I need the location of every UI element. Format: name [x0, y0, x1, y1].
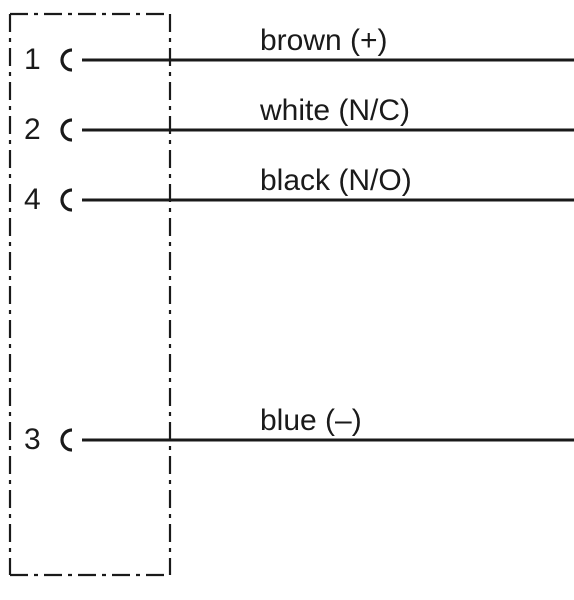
pin-number: 3	[24, 423, 41, 457]
pin-number: 4	[24, 183, 41, 217]
wire-label: blue (–)	[260, 404, 362, 438]
diagram-svg	[0, 0, 574, 600]
pin-number: 2	[24, 113, 41, 147]
wire-label: brown (+)	[260, 24, 388, 58]
pin-socket-icon	[62, 50, 72, 70]
pin-socket-icon	[62, 430, 72, 450]
pin-socket-icon	[62, 120, 72, 140]
wire-label: black (N/O)	[260, 164, 412, 198]
pin-number: 1	[24, 43, 41, 77]
wire-label: white (N/C)	[260, 94, 410, 128]
wiring-diagram: 1 brown (+) 2 white (N/C) 4 black (N/O) 3 blue …	[0, 0, 574, 600]
pin-socket-icon	[62, 190, 72, 210]
